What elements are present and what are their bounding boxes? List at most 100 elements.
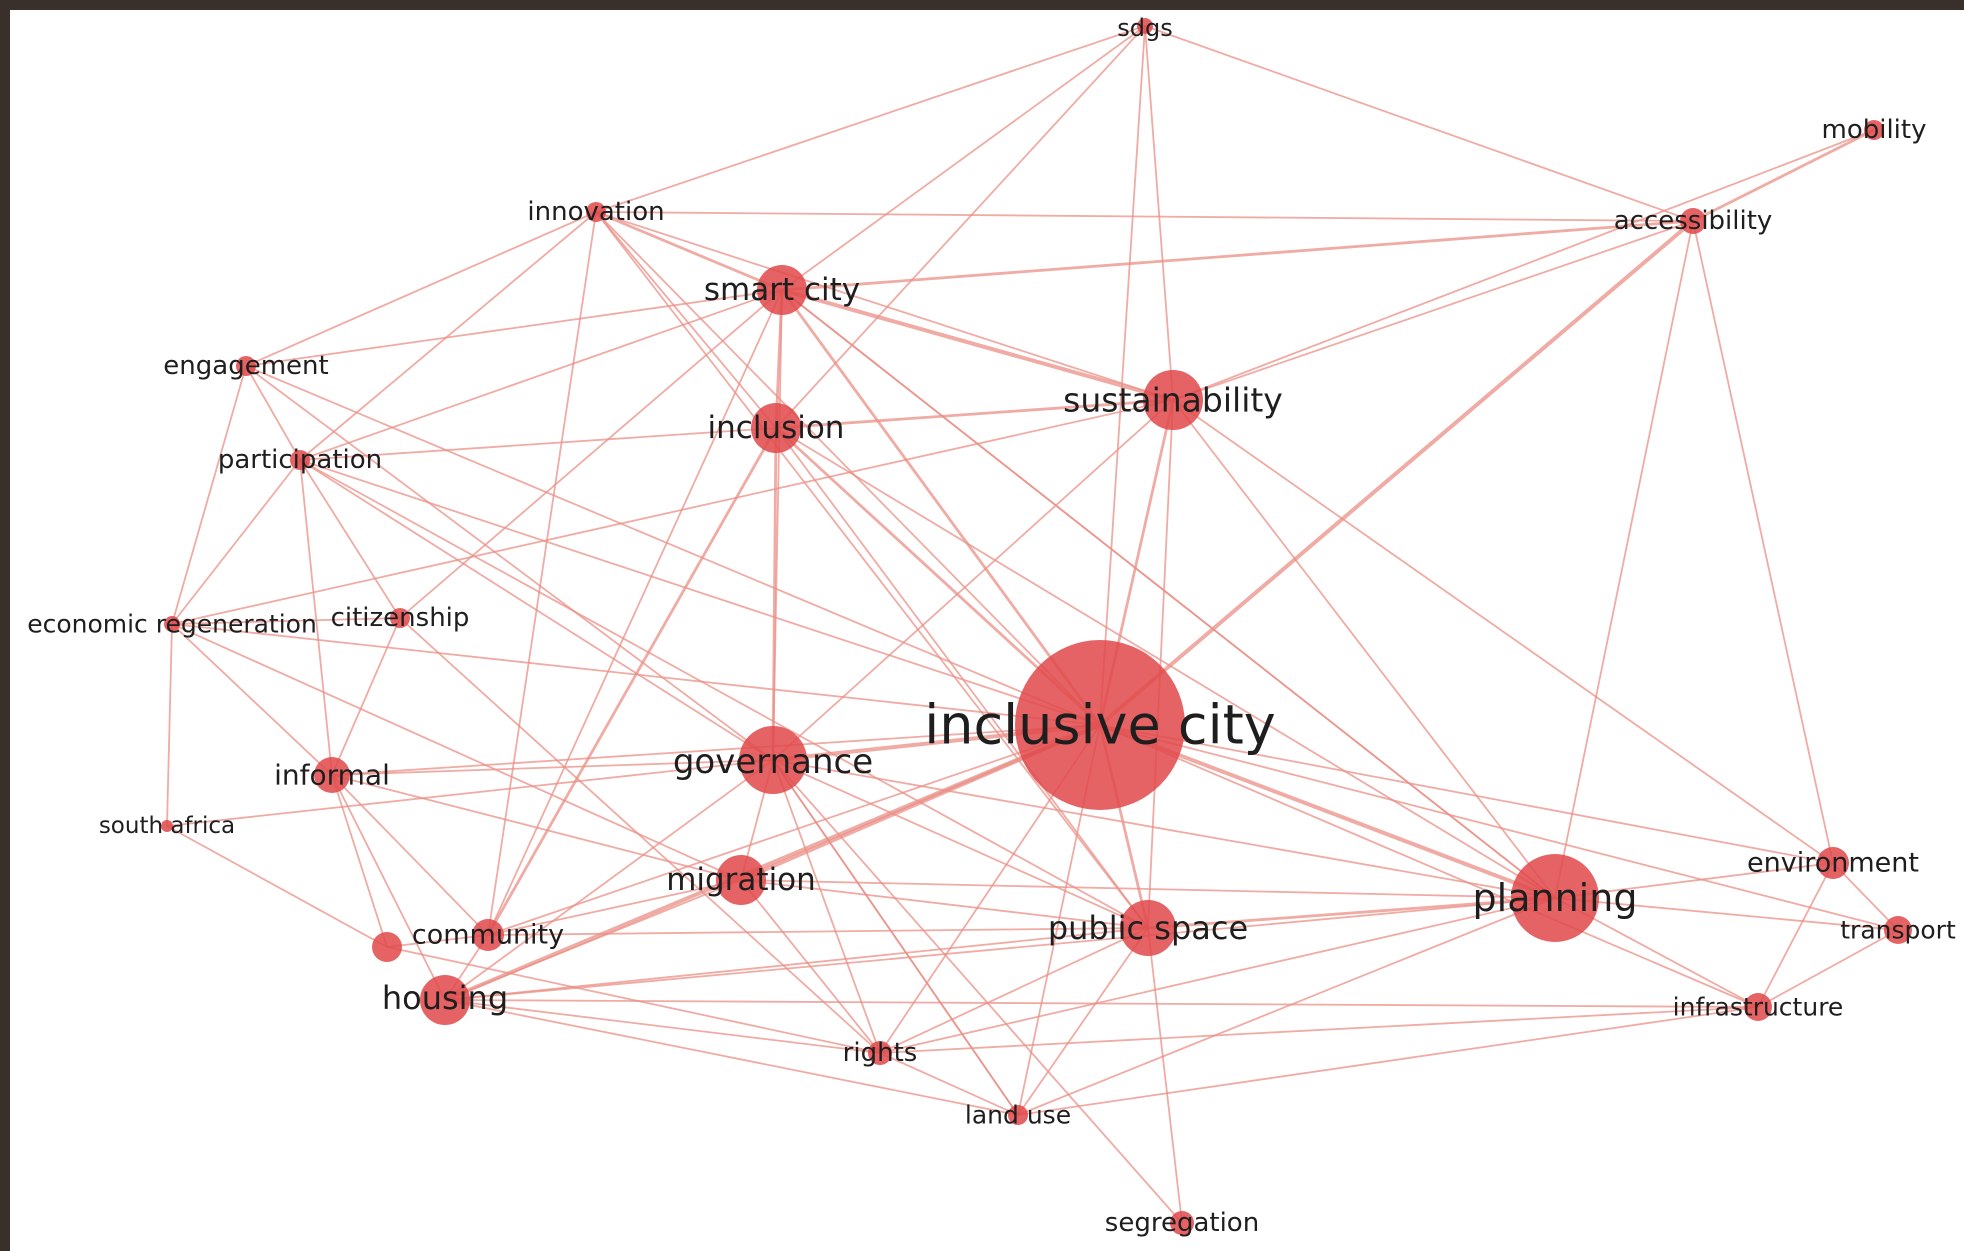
node-transport[interactable] <box>1884 916 1912 944</box>
edge-participation-public-space <box>299 459 1149 929</box>
node-participation[interactable] <box>290 450 310 470</box>
edge-participation-economic-regeneration <box>171 459 301 625</box>
edge-inclusion-governance <box>771 427 778 761</box>
node-mobility[interactable] <box>1864 120 1884 140</box>
edge-housing-informal <box>331 774 446 1001</box>
node-land-use[interactable] <box>1008 1105 1028 1125</box>
label-inclusion: inclusion <box>708 410 845 446</box>
label-sustainability: sustainability <box>1063 381 1283 420</box>
edge-accessibility-mobility <box>1692 128 1875 223</box>
node-planning[interactable] <box>1511 854 1599 942</box>
node-smart-city[interactable] <box>757 265 807 315</box>
label-engagement: engagement <box>163 351 328 381</box>
node-sdgs[interactable] <box>1137 18 1153 34</box>
label-rights: rights <box>843 1038 918 1068</box>
label-accessibility: accessibility <box>1614 206 1773 236</box>
edge-inclusion-participation <box>299 427 777 461</box>
edge-smart-city-sustainability <box>781 288 1174 402</box>
edge-inclusive-city-infrastructure <box>1099 724 1759 1008</box>
edge-informal-economic-regeneration <box>171 623 333 776</box>
diagram-frame: inclusive city planning governance sustaina… <box>10 10 1964 1251</box>
node-innovation[interactable] <box>586 202 606 222</box>
edge-smart-city-innovation <box>595 210 783 292</box>
label-environment: environment <box>1747 848 1919 879</box>
edge-governance-housing <box>444 759 774 1001</box>
edge-engagement-economic-regeneration <box>171 365 247 625</box>
edge-sustainability-sdgs <box>1144 25 1174 401</box>
keyword-network: inclusive city planning governance sustaina… <box>27 14 1956 1238</box>
edge-inclusive-city-accessibility <box>1098 219 1695 727</box>
node-accessibility[interactable] <box>1680 208 1706 234</box>
node-engagement[interactable] <box>236 356 256 376</box>
edge-planning-governance <box>772 759 1556 899</box>
edge-south-africa-hidden-node <box>166 825 388 948</box>
edge-planning-public-space <box>1147 896 1556 930</box>
edge-informal-citizenship <box>331 617 401 776</box>
edge-inclusive-city-community <box>487 724 1101 936</box>
edge-economic-regeneration-citizenship <box>171 617 401 625</box>
node-inclusion[interactable] <box>751 403 801 453</box>
edge-environment-infrastructure <box>1757 862 1834 1008</box>
label-infrastructure: infrastructure <box>1673 993 1844 1022</box>
edge-migration-housing <box>444 879 742 1001</box>
node-informal[interactable] <box>314 757 350 793</box>
edge-sustainability-planning <box>1172 399 1556 899</box>
edge-planning-accessibility <box>1554 220 1694 899</box>
label-planning: planning <box>1473 876 1638 920</box>
edge-informal-participation <box>299 459 333 776</box>
edge-governance-public-space <box>772 759 1149 929</box>
node-infrastructure[interactable] <box>1744 993 1772 1021</box>
label-inclusive-city: inclusive city <box>924 694 1275 757</box>
node-housing[interactable] <box>420 975 470 1025</box>
node-sustainability[interactable] <box>1143 370 1203 430</box>
label-land-use: land use <box>965 1101 1071 1130</box>
edge-governance-south-africa <box>166 759 774 827</box>
edge-housing-rights <box>444 999 881 1054</box>
edge-sustainability-innovation <box>595 211 1174 401</box>
node-economic-regeneration[interactable] <box>164 616 180 632</box>
edge-planning-rights <box>879 897 1556 1054</box>
node-community[interactable] <box>472 919 504 951</box>
edge-land-use-infrastructure <box>1017 1006 1759 1116</box>
node-rights[interactable] <box>868 1041 892 1065</box>
label-smart-city: smart city <box>704 272 860 308</box>
edge-community-public-space <box>487 927 1149 936</box>
edge-innovation-sdgs <box>595 25 1146 213</box>
edge-engagement-participation <box>245 365 301 461</box>
edge-land-use-governance <box>772 759 1019 1116</box>
node-hidden-node[interactable] <box>372 932 402 962</box>
label-south-africa: south africa <box>99 813 235 839</box>
edge-inclusion-sustainability <box>775 398 1174 430</box>
edge-migration-rights <box>740 879 881 1054</box>
node-environment[interactable] <box>1817 847 1849 879</box>
label-transport: transport <box>1840 916 1956 945</box>
edge-public-space-rights <box>879 927 1149 1054</box>
edge-governance-rights <box>772 759 881 1054</box>
label-sdgs: sdgs <box>1117 14 1172 42</box>
edge-participation-citizenship <box>299 459 401 619</box>
edge-inclusion-community <box>486 427 778 936</box>
node-south-africa[interactable] <box>161 820 173 832</box>
edge-sustainability-environment <box>1172 399 1834 864</box>
node-inclusive-city[interactable] <box>1015 640 1185 810</box>
node-migration[interactable] <box>716 855 766 905</box>
edge-planning-land-use <box>1017 897 1556 1116</box>
edge-community-innovation <box>487 211 597 936</box>
label-informal: informal <box>274 759 390 792</box>
edge-smart-city-sdgs <box>781 25 1146 291</box>
edge-public-space-land-use <box>1017 927 1149 1116</box>
edge-sustainability-economic-regeneration <box>171 399 1174 625</box>
node-governance[interactable] <box>739 726 807 794</box>
edge-hidden-node-community <box>386 934 489 948</box>
edge-rights-infrastructure <box>879 1006 1759 1054</box>
edge-planning-environment <box>1554 862 1834 899</box>
edge-inclusive-city-innovation <box>595 211 1101 726</box>
edge-sustainability-accessibility <box>1172 220 1694 401</box>
edge-inclusive-city-participation <box>299 459 1101 726</box>
node-segregation[interactable] <box>1170 1211 1194 1235</box>
edge-inclusive-city-environment <box>1099 724 1834 864</box>
edge-housing-public-space <box>444 927 1149 1001</box>
edge-citizenship-rights <box>399 617 881 1054</box>
node-citizenship[interactable] <box>390 608 410 628</box>
node-public-space[interactable] <box>1120 900 1176 956</box>
